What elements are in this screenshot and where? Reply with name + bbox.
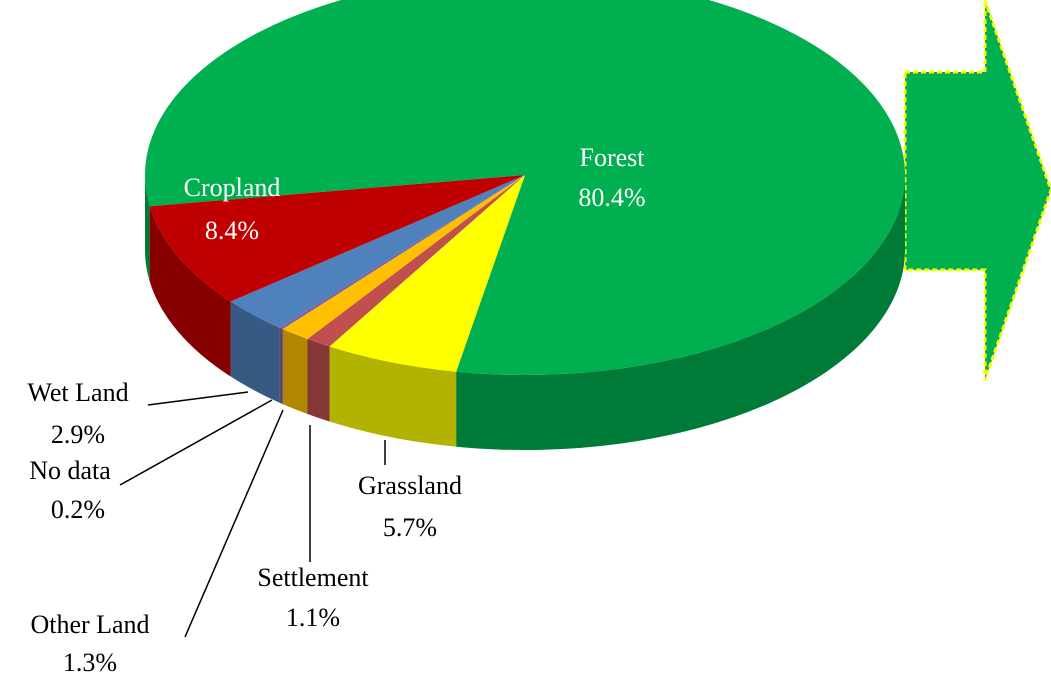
- value-label: 5.7%: [383, 513, 437, 542]
- slice-label: Forest: [580, 143, 646, 172]
- leader-line: [120, 400, 272, 485]
- side-shade: [307, 339, 329, 422]
- slice-label: Other Land: [30, 610, 149, 639]
- value-label: 1.1%: [286, 603, 340, 632]
- slice-label: Wet Land: [27, 378, 128, 407]
- value-label: 8.4%: [205, 216, 259, 245]
- slice-label: Cropland: [184, 173, 281, 202]
- side-shade: [283, 329, 308, 414]
- side-shade: [279, 327, 283, 404]
- leader-line: [185, 410, 283, 637]
- slice-label: Settlement: [257, 563, 369, 592]
- value-label: 2.9%: [51, 420, 105, 449]
- value-label: 0.2%: [51, 495, 105, 524]
- value-label: 80.4%: [578, 183, 645, 212]
- value-label: 1.3%: [63, 648, 117, 677]
- slice-label: No data: [29, 456, 111, 485]
- arrow: [905, 0, 1051, 380]
- leader-line: [148, 392, 248, 405]
- slice-label: Grassland: [358, 471, 462, 500]
- chart: Forest 80.4% Grassland 5.7% Settlement 1.1% Ot…: [0, 0, 1051, 678]
- page: Forest 80.4% Grassland 5.7% Settlement 1.1% Ot…: [0, 0, 1051, 678]
